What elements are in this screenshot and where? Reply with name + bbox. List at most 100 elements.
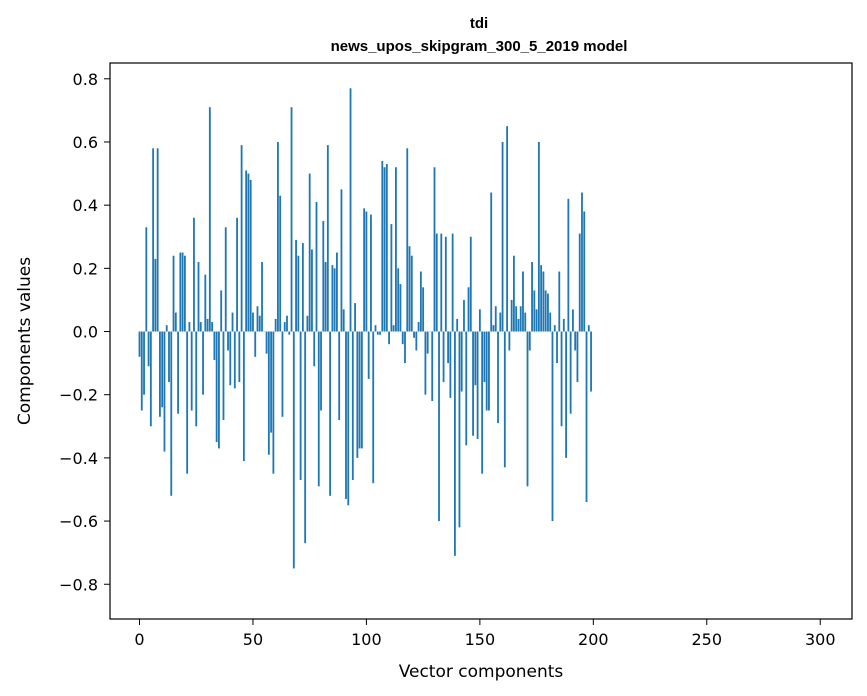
bar bbox=[549, 312, 552, 332]
bar bbox=[356, 331, 359, 458]
bar bbox=[367, 331, 370, 379]
bar bbox=[304, 331, 307, 544]
bar bbox=[488, 331, 490, 411]
bar bbox=[542, 271, 545, 332]
bar bbox=[231, 312, 234, 332]
bar bbox=[165, 325, 168, 332]
bar bbox=[535, 309, 538, 332]
bar bbox=[499, 312, 502, 332]
bar bbox=[168, 331, 170, 383]
bar bbox=[397, 268, 400, 332]
bar bbox=[406, 148, 409, 332]
bar bbox=[388, 331, 391, 345]
bar bbox=[324, 262, 327, 332]
bar bbox=[508, 331, 511, 351]
bar bbox=[174, 312, 177, 332]
x-tick-label: 300 bbox=[805, 630, 836, 649]
bar bbox=[267, 331, 270, 455]
bar bbox=[297, 255, 300, 332]
bar bbox=[395, 167, 397, 332]
bar bbox=[565, 331, 567, 458]
bar bbox=[170, 331, 173, 496]
bar bbox=[463, 299, 465, 332]
bar bbox=[490, 192, 493, 332]
bar bbox=[560, 331, 563, 427]
bar bbox=[472, 331, 474, 436]
bar bbox=[562, 318, 565, 332]
bar bbox=[524, 312, 527, 332]
x-axis-ticks: 0 50 100 150 200 250 300 bbox=[134, 619, 836, 649]
bar bbox=[587, 325, 590, 332]
bar bbox=[492, 325, 495, 332]
y-tick-label: −0.2 bbox=[59, 386, 98, 405]
y-axis-ticks: −0.8 −0.6 −0.4 −0.2 0.0 0.2 0.4 0.6 0.8 bbox=[59, 70, 110, 594]
bar bbox=[485, 331, 488, 411]
bar bbox=[211, 322, 214, 332]
bar bbox=[381, 160, 384, 332]
bar bbox=[195, 331, 198, 427]
bar bbox=[215, 331, 218, 443]
bar bbox=[152, 148, 155, 332]
bar bbox=[578, 233, 581, 332]
bar bbox=[320, 331, 322, 411]
bar bbox=[583, 211, 586, 332]
bar bbox=[540, 265, 543, 332]
bar bbox=[326, 145, 329, 332]
bar bbox=[254, 331, 257, 357]
bar bbox=[467, 287, 470, 332]
bar bbox=[161, 331, 164, 408]
bar bbox=[526, 331, 529, 487]
bar bbox=[288, 331, 291, 335]
bar bbox=[483, 331, 486, 383]
x-tick-label: 50 bbox=[243, 630, 263, 649]
bar bbox=[433, 167, 436, 332]
x-tick-label: 150 bbox=[465, 630, 496, 649]
bar bbox=[301, 243, 304, 332]
bar bbox=[503, 331, 506, 468]
bar bbox=[345, 331, 347, 499]
bar bbox=[190, 331, 193, 411]
y-tick-label: 0.4 bbox=[73, 196, 98, 215]
bar bbox=[531, 262, 533, 332]
bar bbox=[533, 290, 536, 332]
bar bbox=[537, 141, 540, 332]
bar bbox=[590, 331, 592, 392]
bar bbox=[547, 293, 549, 332]
bar bbox=[556, 331, 558, 364]
bar bbox=[574, 331, 577, 351]
chart-title-line1: tdi bbox=[470, 15, 488, 32]
bar bbox=[342, 309, 345, 332]
y-tick-label: 0.2 bbox=[73, 259, 98, 278]
bar bbox=[336, 252, 338, 332]
bar bbox=[465, 331, 468, 446]
bar bbox=[454, 331, 456, 556]
bar bbox=[333, 268, 336, 332]
bar bbox=[376, 331, 379, 335]
bar bbox=[143, 331, 145, 395]
chart-title-line2: news_upos_skipgram_300_5_2019 model bbox=[331, 38, 628, 55]
bar bbox=[218, 331, 220, 449]
bar bbox=[506, 126, 509, 332]
bar bbox=[247, 173, 250, 332]
bar bbox=[551, 331, 554, 522]
bar bbox=[512, 255, 515, 332]
bar bbox=[147, 331, 150, 367]
bar bbox=[340, 189, 343, 332]
y-tick-label: −0.4 bbox=[59, 449, 98, 468]
bar bbox=[181, 252, 184, 332]
bar bbox=[186, 331, 189, 474]
bar bbox=[227, 331, 229, 351]
bar bbox=[202, 331, 204, 395]
bar bbox=[442, 331, 445, 383]
bar bbox=[145, 227, 148, 332]
bar bbox=[558, 271, 561, 332]
bar bbox=[236, 217, 238, 332]
bar bbox=[426, 331, 429, 354]
bar bbox=[404, 331, 406, 364]
bar bbox=[179, 252, 182, 332]
bar bbox=[229, 331, 232, 386]
bar bbox=[585, 331, 588, 503]
bar bbox=[242, 331, 245, 462]
bar bbox=[522, 271, 524, 332]
